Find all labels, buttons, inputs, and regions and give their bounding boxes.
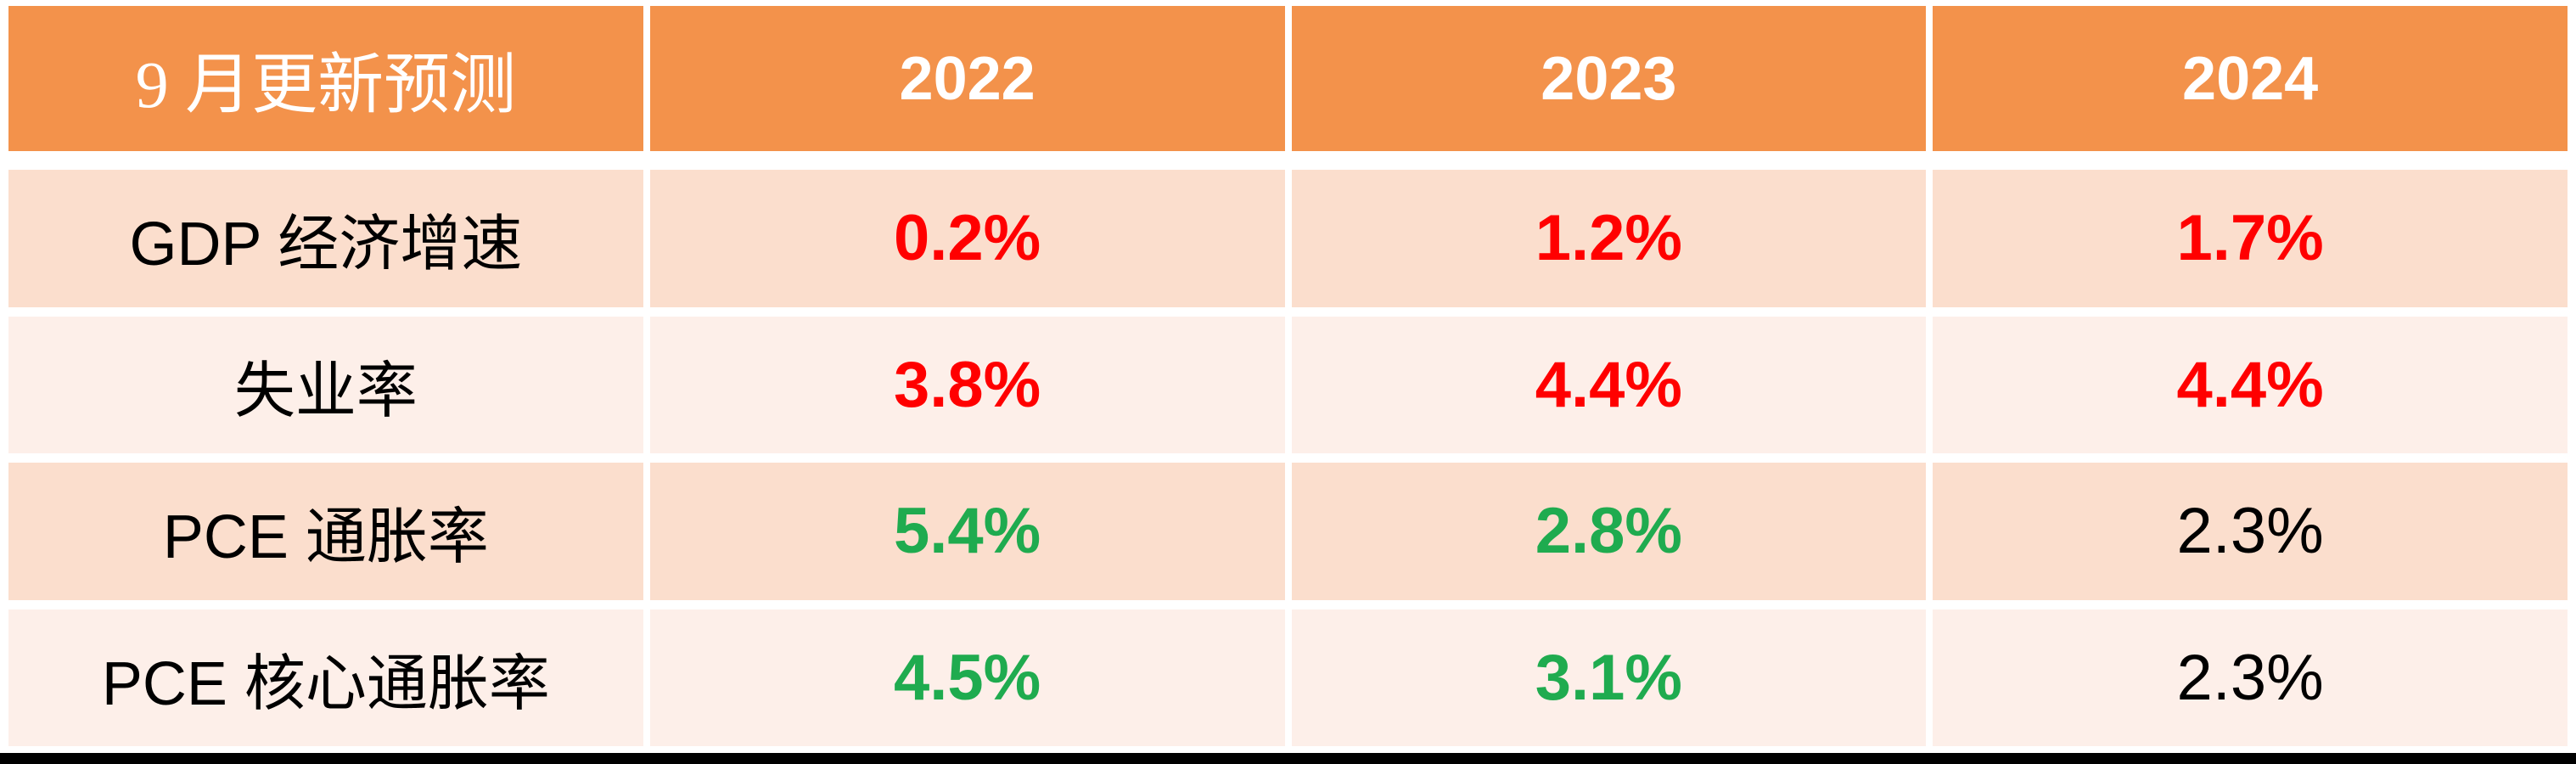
row-label-cell: 失业率 [8, 316, 643, 453]
value-cell: 4.5% [649, 609, 1285, 746]
year-header-2023: 2023 [1541, 44, 1677, 113]
value-cell: 1.7% [1933, 170, 2568, 307]
value-cell: 3.8% [649, 316, 1285, 453]
header-cell-year-2024: 2024 [1933, 6, 2568, 151]
year-header-2024: 2024 [2182, 44, 2319, 113]
value-cell: 5.4% [649, 463, 1285, 600]
row-label-cell: GDP 经济增速 [8, 170, 643, 307]
forecast-table: 9 月更新预测 2022 2023 2024 GDP 经济增速 0.2% 1.2% 1… [8, 6, 2568, 746]
value-cell: 4.4% [1291, 316, 1927, 453]
header-cell-year-2022: 2022 [649, 6, 1285, 151]
value-cell: 2.3% [1933, 463, 2568, 600]
header-body-gap [8, 151, 2568, 170]
bottom-black-bar [0, 753, 2576, 764]
table-body: GDP 经济增速 0.2% 1.2% 1.7% 失业率 3.8% 4.4% 4.4% PCE 通… [8, 170, 2568, 746]
table-header-row: 9 月更新预测 2022 2023 2024 [8, 6, 2568, 151]
table-title: 9 月更新预测 [135, 47, 517, 121]
value-cell: 1.2% [1291, 170, 1927, 307]
row-label-cell: PCE 通胀率 [8, 463, 643, 600]
header-cell-year-2023: 2023 [1291, 6, 1927, 151]
header-cell-title: 9 月更新预测 [8, 6, 643, 151]
value-cell: 3.1% [1291, 609, 1927, 746]
value-cell: 2.3% [1933, 609, 2568, 746]
value-cell: 0.2% [649, 170, 1285, 307]
value-cell: 4.4% [1933, 316, 2568, 453]
row-label-cell: PCE 核心通胀率 [8, 609, 643, 746]
year-header-2022: 2022 [899, 44, 1035, 113]
value-cell: 2.8% [1291, 463, 1927, 600]
